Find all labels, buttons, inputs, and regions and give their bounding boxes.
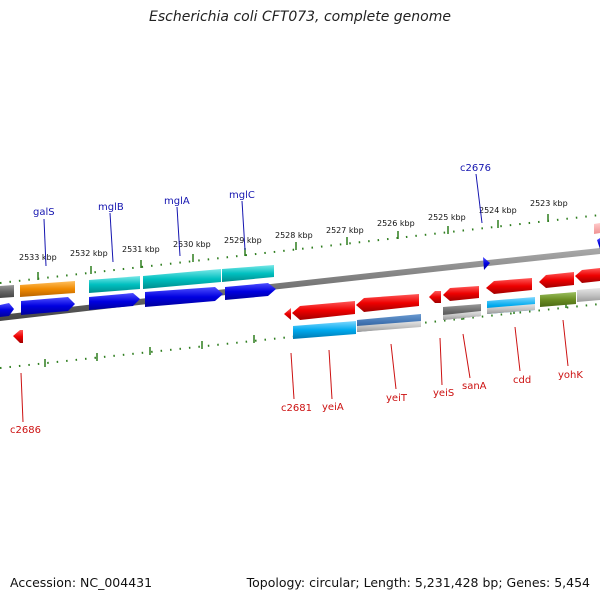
gene-label[interactable]: yohK: [558, 370, 583, 381]
kbp-label: 2527 kbp: [326, 226, 364, 235]
kbp-label: 2529 kbp: [224, 236, 262, 245]
accession-text: Accession: NC_004431: [10, 575, 153, 590]
kbp-label: 2525 kbp: [428, 213, 466, 222]
gene-arrow[interactable]: [0, 303, 14, 317]
gene-arrow[interactable]: [292, 301, 355, 320]
gene-arrow[interactable]: [225, 283, 276, 300]
gene-label[interactable]: mglB: [98, 202, 124, 213]
gene-label[interactable]: galS: [33, 207, 55, 218]
kbp-label: 2531 kbp: [122, 245, 160, 254]
gene-block[interactable]: [89, 276, 140, 293]
kbp-label: 2532 kbp: [70, 249, 108, 258]
gene-block[interactable]: [443, 311, 481, 320]
gene-arrow[interactable]: [284, 308, 291, 320]
gene-label[interactable]: yeiT: [386, 393, 408, 404]
gene-block[interactable]: [487, 304, 535, 314]
gene-arrow[interactable]: [483, 257, 490, 270]
gene-label[interactable]: yeiA: [322, 402, 344, 413]
gene-arrow[interactable]: [89, 293, 140, 310]
gene-block[interactable]: [0, 285, 14, 298]
gene-arrow[interactable]: [145, 287, 223, 307]
gene-arrow[interactable]: [597, 238, 600, 249]
gene-leader-lines-bottom: [20, 319, 569, 423]
gene-arrow[interactable]: [429, 291, 441, 303]
gene-arrow[interactable]: [13, 330, 23, 343]
gene-arrow[interactable]: [486, 278, 532, 294]
gene-block[interactable]: [143, 269, 221, 289]
gene-block[interactable]: [222, 265, 274, 282]
gene-block[interactable]: [293, 321, 356, 339]
gene-arrow[interactable]: [443, 286, 479, 301]
kbp-label: 2528 kbp: [275, 231, 313, 240]
gene-arrow[interactable]: [539, 272, 574, 288]
gene-block[interactable]: [540, 292, 576, 307]
kbp-label: 2524 kbp: [479, 206, 517, 215]
gene-arrow[interactable]: [575, 268, 600, 283]
kbp-label: 2526 kbp: [377, 219, 415, 228]
gene-block[interactable]: [357, 321, 421, 332]
gene-label[interactable]: c2681: [281, 403, 312, 414]
gene-label[interactable]: c2686: [10, 425, 41, 436]
kbp-label: 2523 kbp: [530, 199, 568, 208]
gene-label[interactable]: cdd: [513, 375, 531, 386]
gene-block[interactable]: [20, 281, 75, 297]
gene-arrow[interactable]: [21, 297, 75, 315]
map-title: Escherichia coli CFT073, complete genome: [149, 9, 451, 25]
gene-label[interactable]: mglA: [164, 196, 190, 207]
gene-block[interactable]: [594, 223, 600, 234]
gene-arrow[interactable]: [356, 294, 419, 312]
gene-leader-lines-top: [43, 173, 483, 267]
gene-label[interactable]: c2676: [460, 163, 491, 174]
gene-label[interactable]: mglC: [229, 190, 255, 201]
topology-text: Topology: circular; Length: 5,231,428 bp…: [246, 575, 590, 590]
gene-label[interactable]: sanA: [462, 381, 487, 392]
gene-block[interactable]: [577, 288, 600, 302]
kbp-label: 2530 kbp: [173, 240, 211, 249]
kbp-label: 2533 kbp: [19, 253, 57, 262]
gene-label[interactable]: yeiS: [433, 388, 454, 399]
